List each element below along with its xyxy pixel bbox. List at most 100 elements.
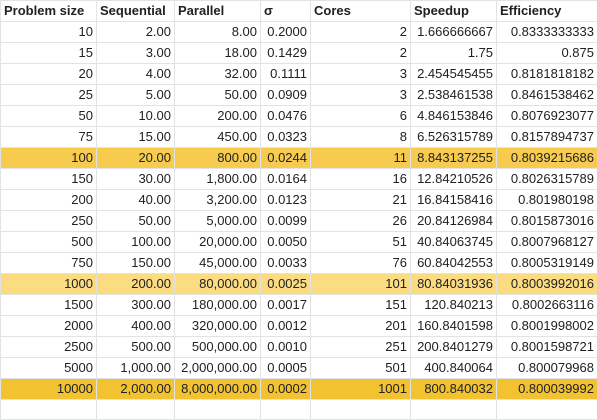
parallel-cell[interactable]: 8.00 (175, 22, 261, 43)
sigma-cell[interactable]: 0.0017 (261, 295, 311, 316)
speedup-cell[interactable]: 16.84158416 (411, 190, 497, 211)
efficiency-cell[interactable]: 0.8001598721 (497, 337, 597, 358)
cores-cell[interactable]: 6 (311, 106, 411, 127)
parallel-cell[interactable]: 20,000.00 (175, 232, 261, 253)
sigma-cell[interactable]: 0.0012 (261, 316, 311, 337)
sigma-cell[interactable]: 0.0909 (261, 85, 311, 106)
sequential-cell[interactable]: 2.00 (97, 22, 175, 43)
problem-size-cell[interactable]: 100 (1, 148, 97, 169)
sequential-cell[interactable]: 300.00 (97, 295, 175, 316)
efficiency-cell[interactable]: 0.800039992 (497, 379, 597, 400)
header-cores[interactable]: Cores (311, 1, 411, 22)
sequential-cell[interactable]: 100.00 (97, 232, 175, 253)
cores-cell[interactable]: 2 (311, 22, 411, 43)
cores-cell[interactable]: 2 (311, 43, 411, 64)
parallel-cell[interactable]: 45,000.00 (175, 253, 261, 274)
parallel-cell[interactable]: 500,000.00 (175, 337, 261, 358)
sigma-cell[interactable]: 0.0323 (261, 127, 311, 148)
sequential-cell[interactable]: 500.00 (97, 337, 175, 358)
problem-size-cell[interactable]: 150 (1, 169, 97, 190)
sequential-cell[interactable]: 200.00 (97, 274, 175, 295)
sigma-cell[interactable]: 0.0050 (261, 232, 311, 253)
sequential-cell[interactable]: 150.00 (97, 253, 175, 274)
problem-size-cell[interactable]: 75 (1, 127, 97, 148)
efficiency-cell[interactable]: 0.875 (497, 43, 597, 64)
speedup-cell[interactable]: 80.84031936 (411, 274, 497, 295)
parallel-cell[interactable]: 18.00 (175, 43, 261, 64)
parallel-cell[interactable]: 800.00 (175, 148, 261, 169)
sigma-cell[interactable]: 0.2000 (261, 22, 311, 43)
speedup-cell[interactable]: 60.84042553 (411, 253, 497, 274)
problem-size-cell[interactable]: 25 (1, 85, 97, 106)
problem-size-cell[interactable]: 2500 (1, 337, 97, 358)
empty-cell[interactable] (497, 400, 597, 420)
sigma-cell[interactable]: 0.0033 (261, 253, 311, 274)
problem-size-cell[interactable]: 500 (1, 232, 97, 253)
efficiency-cell[interactable]: 0.8007968127 (497, 232, 597, 253)
problem-size-cell[interactable]: 20 (1, 64, 97, 85)
parallel-cell[interactable]: 8,000,000.00 (175, 379, 261, 400)
header-speedup[interactable]: Speedup (411, 1, 497, 22)
header-sigma[interactable]: σ (261, 1, 311, 22)
cores-cell[interactable]: 101 (311, 274, 411, 295)
cores-cell[interactable]: 201 (311, 316, 411, 337)
sequential-cell[interactable]: 30.00 (97, 169, 175, 190)
empty-cell[interactable] (97, 400, 175, 420)
cores-cell[interactable]: 76 (311, 253, 411, 274)
sequential-cell[interactable]: 40.00 (97, 190, 175, 211)
sequential-cell[interactable]: 5.00 (97, 85, 175, 106)
speedup-cell[interactable]: 12.84210526 (411, 169, 497, 190)
header-parallel[interactable]: Parallel (175, 1, 261, 22)
parallel-cell[interactable]: 320,000.00 (175, 316, 261, 337)
sequential-cell[interactable]: 3.00 (97, 43, 175, 64)
parallel-cell[interactable]: 3,200.00 (175, 190, 261, 211)
efficiency-cell[interactable]: 0.8005319149 (497, 253, 597, 274)
problem-size-cell[interactable]: 10000 (1, 379, 97, 400)
sequential-cell[interactable]: 400.00 (97, 316, 175, 337)
parallel-cell[interactable]: 200.00 (175, 106, 261, 127)
speedup-cell[interactable]: 40.84063745 (411, 232, 497, 253)
sequential-cell[interactable]: 10.00 (97, 106, 175, 127)
empty-cell[interactable] (175, 400, 261, 420)
efficiency-cell[interactable]: 0.801980198 (497, 190, 597, 211)
efficiency-cell[interactable]: 0.8039215686 (497, 148, 597, 169)
sequential-cell[interactable]: 50.00 (97, 211, 175, 232)
problem-size-cell[interactable]: 750 (1, 253, 97, 274)
speedup-cell[interactable]: 120.840213 (411, 295, 497, 316)
cores-cell[interactable]: 3 (311, 85, 411, 106)
speedup-cell[interactable]: 400.840064 (411, 358, 497, 379)
cores-cell[interactable]: 51 (311, 232, 411, 253)
speedup-cell[interactable]: 1.75 (411, 43, 497, 64)
sigma-cell[interactable]: 0.0123 (261, 190, 311, 211)
speedup-cell[interactable]: 2.454545455 (411, 64, 497, 85)
efficiency-cell[interactable]: 0.800079968 (497, 358, 597, 379)
sequential-cell[interactable]: 1,000.00 (97, 358, 175, 379)
parallel-cell[interactable]: 32.00 (175, 64, 261, 85)
sequential-cell[interactable]: 15.00 (97, 127, 175, 148)
speedup-cell[interactable]: 1.666666667 (411, 22, 497, 43)
sigma-cell[interactable]: 0.1429 (261, 43, 311, 64)
efficiency-cell[interactable]: 0.8076923077 (497, 106, 597, 127)
efficiency-cell[interactable]: 0.8001998002 (497, 316, 597, 337)
cores-cell[interactable]: 1001 (311, 379, 411, 400)
problem-size-cell[interactable]: 15 (1, 43, 97, 64)
cores-cell[interactable]: 26 (311, 211, 411, 232)
speedup-cell[interactable]: 200.8401279 (411, 337, 497, 358)
header-efficiency[interactable]: Efficiency (497, 1, 597, 22)
header-problem-size[interactable]: Problem size (1, 1, 97, 22)
efficiency-cell[interactable]: 0.8461538462 (497, 85, 597, 106)
sequential-cell[interactable]: 2,000.00 (97, 379, 175, 400)
cores-cell[interactable]: 8 (311, 127, 411, 148)
sigma-cell[interactable]: 0.0002 (261, 379, 311, 400)
parallel-cell[interactable]: 50.00 (175, 85, 261, 106)
sigma-cell[interactable]: 0.0164 (261, 169, 311, 190)
speedup-cell[interactable]: 160.8401598 (411, 316, 497, 337)
speedup-cell[interactable]: 800.840032 (411, 379, 497, 400)
efficiency-cell[interactable]: 0.8026315789 (497, 169, 597, 190)
efficiency-cell[interactable]: 0.8157894737 (497, 127, 597, 148)
speedup-cell[interactable]: 8.843137255 (411, 148, 497, 169)
cores-cell[interactable]: 501 (311, 358, 411, 379)
speedup-cell[interactable]: 20.84126984 (411, 211, 497, 232)
problem-size-cell[interactable]: 1500 (1, 295, 97, 316)
parallel-cell[interactable]: 80,000.00 (175, 274, 261, 295)
